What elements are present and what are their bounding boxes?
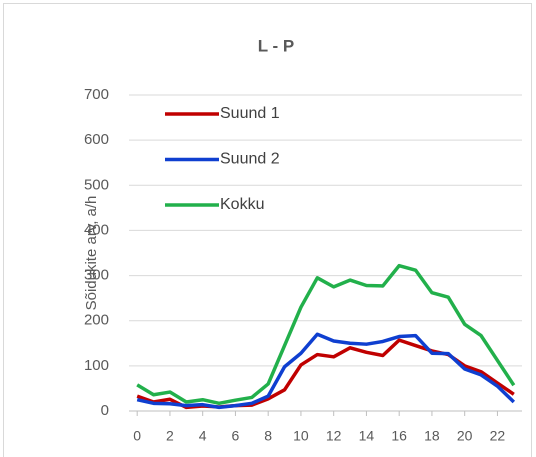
legend-label: Suund 2: [220, 151, 280, 168]
legend-label: Suund 1: [220, 105, 280, 122]
y-tick-label: 700: [84, 86, 109, 103]
x-tick-label: 0: [133, 428, 141, 444]
x-tick-label: 20: [457, 428, 473, 444]
x-tick-label: 10: [293, 428, 309, 444]
x-tick-label: 14: [359, 428, 375, 444]
y-tick-label: 100: [84, 357, 109, 374]
y-tick-label: 300: [84, 267, 109, 284]
y-tick-label: 400: [84, 221, 109, 238]
x-tick-label: 18: [424, 428, 440, 444]
y-tick-label: 200: [84, 312, 109, 329]
x-tick-label: 16: [391, 428, 407, 444]
x-tick-label: 22: [490, 428, 506, 444]
chart-title: L - P: [258, 36, 295, 55]
legend-label: Kokku: [220, 196, 264, 213]
series-line: [136, 332, 516, 410]
y-axis-label: Sõidukite arv, a/h: [83, 196, 100, 311]
series-line: [136, 263, 516, 406]
x-tick-label: 4: [199, 428, 207, 444]
y-tick-label: 500: [84, 176, 109, 193]
x-tick-label: 8: [264, 428, 272, 444]
y-tick-label: 600: [84, 131, 109, 148]
x-tick-label: 2: [166, 428, 174, 444]
x-tick-label: 12: [326, 428, 342, 444]
y-tick-label: 0: [101, 402, 109, 419]
x-tick-label: 6: [232, 428, 240, 444]
